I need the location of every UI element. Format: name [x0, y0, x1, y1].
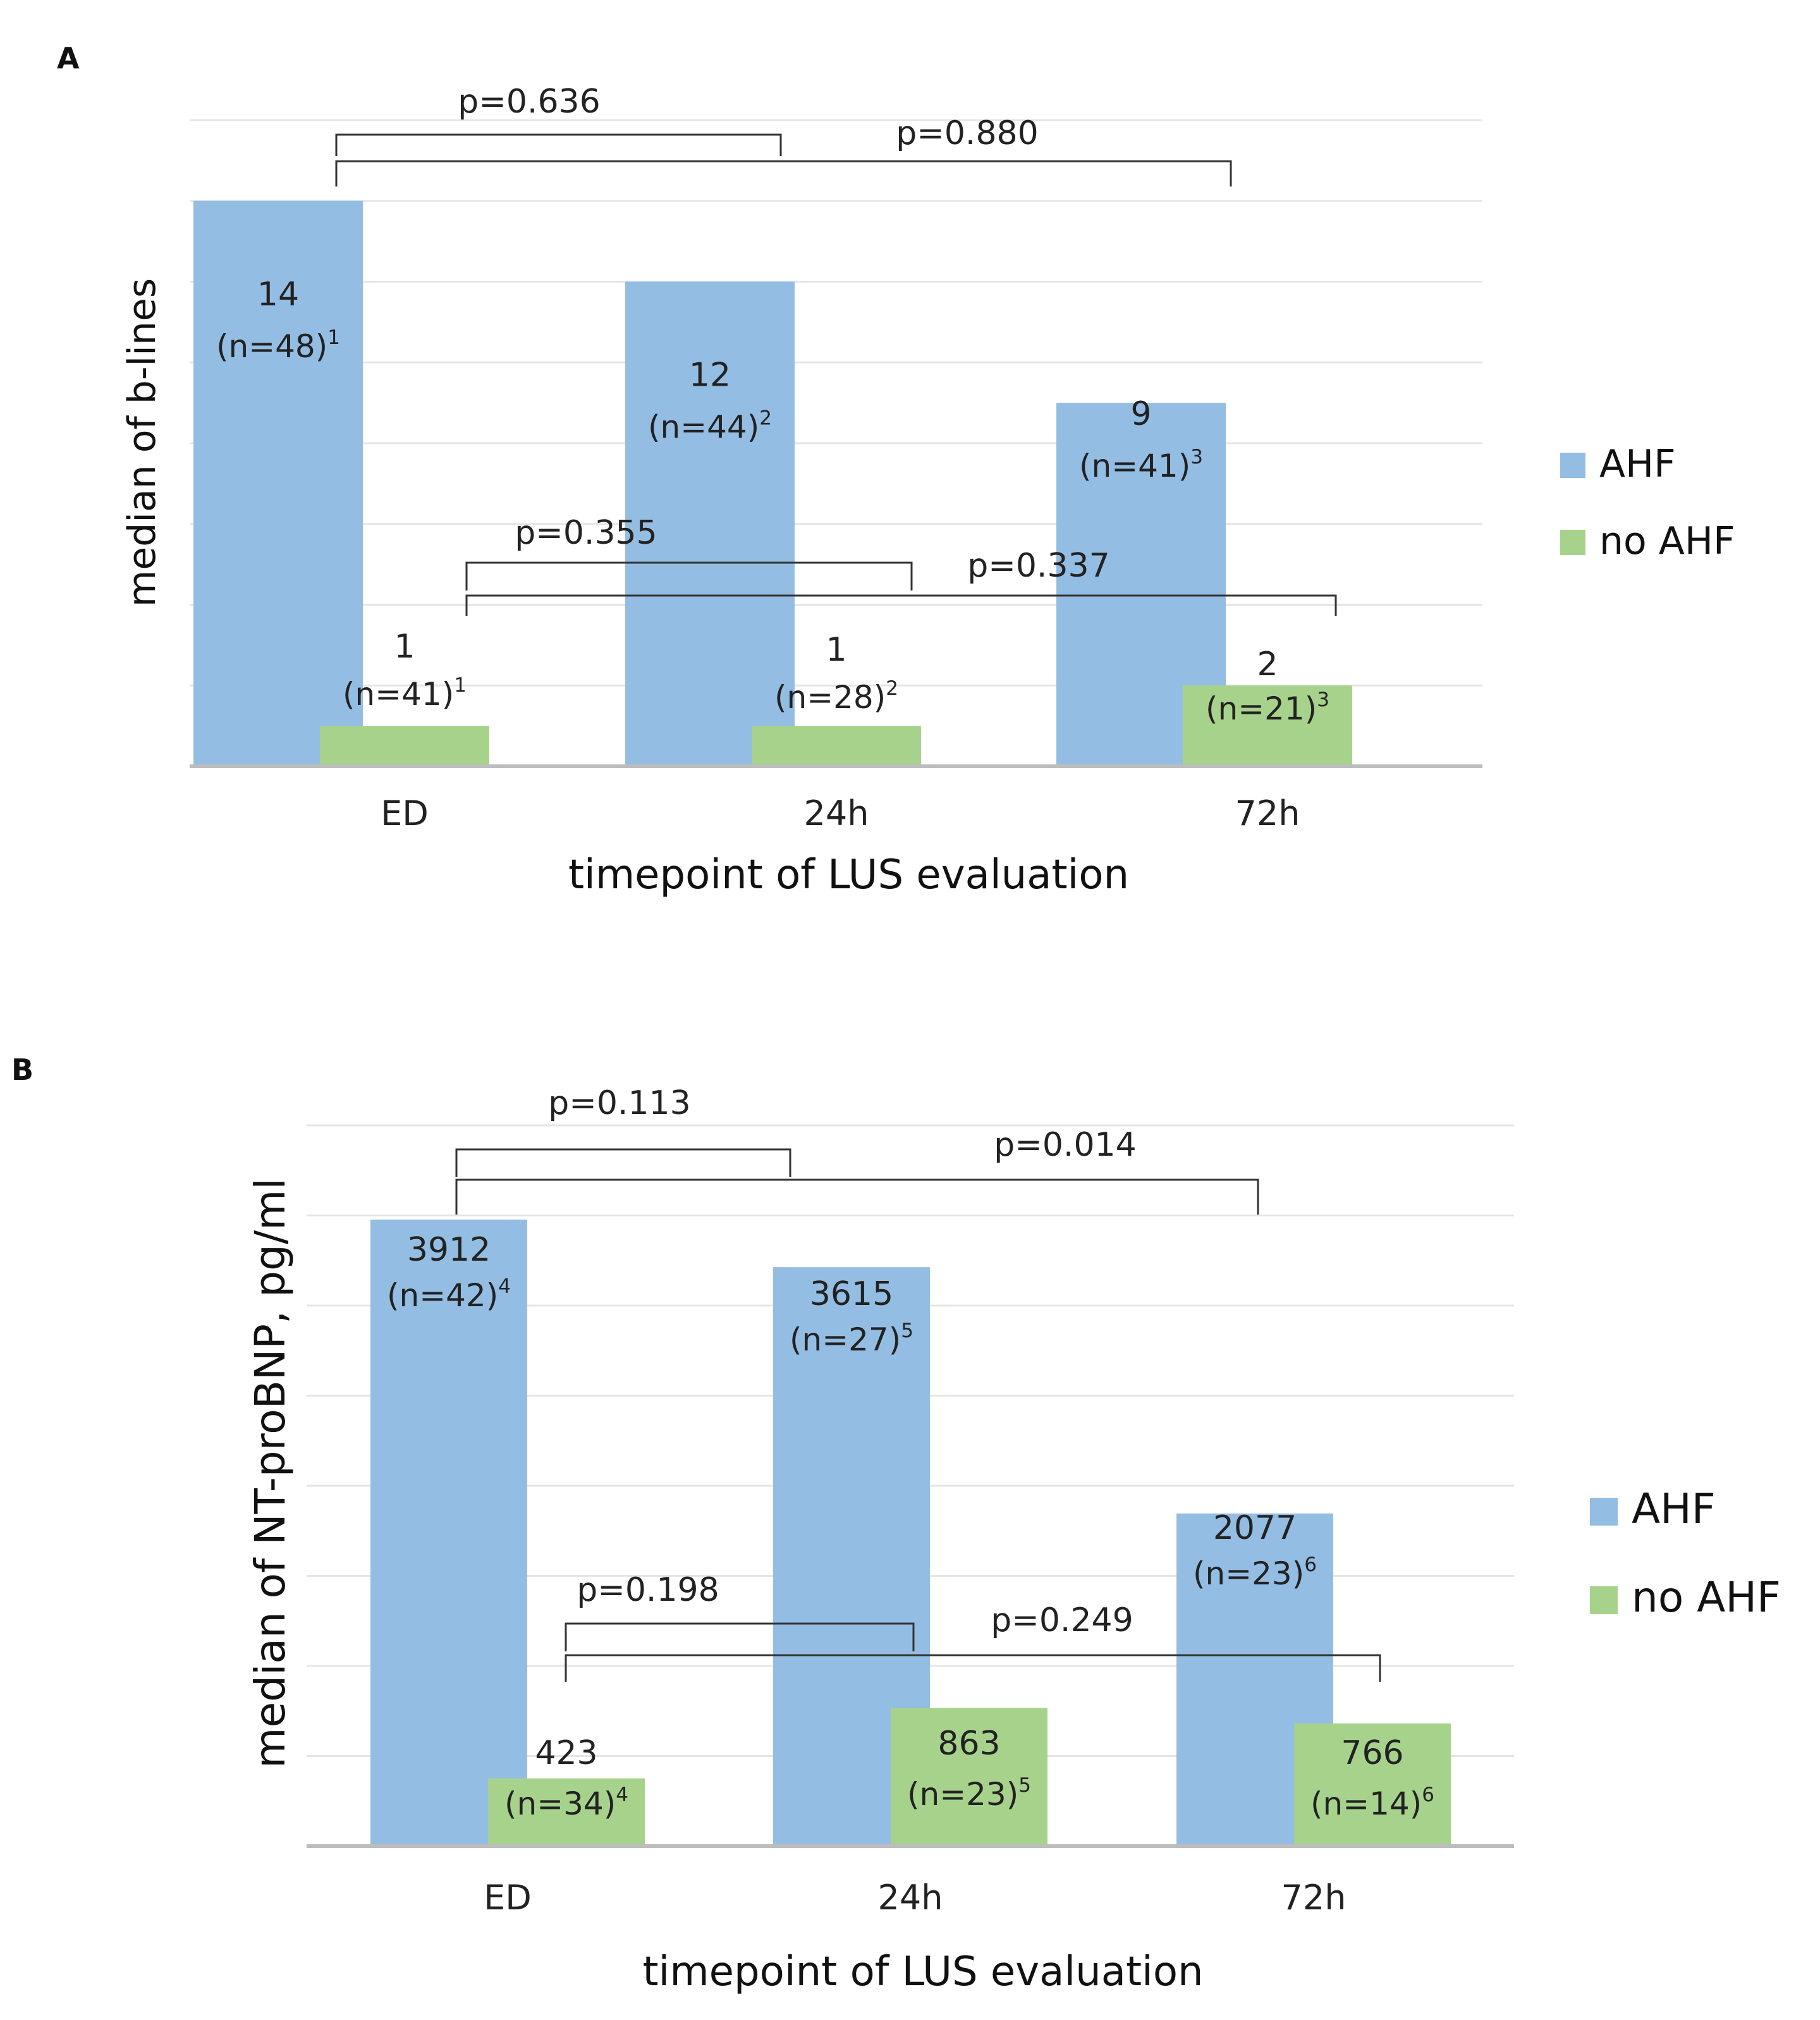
data-label-no-ahf-72h: 2: [1257, 646, 1278, 683]
n-label-no-ahf-ed-text: (n=41): [343, 676, 454, 713]
y-axis-title: median of NT-proBNP, pg/ml: [246, 1178, 295, 1768]
n-label-ahf-72h: (n=41)3: [1079, 446, 1203, 484]
n-label-ahf-72h-text: (n=23): [1193, 1555, 1304, 1592]
n-label-ahf-ed-text: (n=42): [387, 1277, 498, 1314]
panel-letter-b: B: [11, 1053, 34, 1087]
n-label-ahf-24h-text: (n=27): [790, 1321, 901, 1358]
data-label-ahf-ed: 14: [257, 276, 299, 314]
data-label-no-ahf-ed: 1: [394, 628, 415, 666]
legend-swatch-no-ahf: [1560, 530, 1585, 555]
bracket-4: [565, 1654, 1381, 1682]
n-label-no-ahf-24h-text: (n=23): [907, 1776, 1018, 1813]
bracket-3: [465, 561, 913, 591]
legend-label-ahf: AHF: [1632, 1484, 1716, 1533]
n-label-no-ahf-72h-sup: 6: [1422, 1784, 1434, 1806]
n-label-ahf-24h: (n=27)5: [790, 1319, 913, 1358]
n-label-no-ahf-72h: (n=14)6: [1310, 1784, 1434, 1822]
n-label-ahf-ed-sup: 1: [327, 326, 340, 349]
p-value-label-4: p=0.337: [967, 547, 1109, 585]
p-value-label-2: p=0.014: [994, 1126, 1136, 1164]
n-label-no-ahf-72h-text: (n=14): [1310, 1785, 1422, 1822]
bracket-4: [465, 594, 1337, 616]
data-label-no-ahf-24h: 1: [826, 631, 846, 669]
n-label-ahf-72h-text: (n=41): [1079, 448, 1190, 484]
bar-ahf-24h: [625, 281, 795, 766]
chart-panel-a: A14(n=48)11(n=41)1ED12(n=44)21(n=28)224h…: [57, 41, 1735, 898]
panel-letter-a: A: [57, 41, 80, 75]
bar-no-ahf-ed: [488, 1778, 645, 1846]
n-label-ahf-ed-text: (n=48): [216, 328, 327, 365]
legend: AHF no AHF: [1590, 1484, 1781, 1622]
legend-swatch-ahf: [1590, 1498, 1618, 1526]
bar-no-ahf-24h: [891, 1708, 1047, 1846]
x-axis-title: timepoint of LUS evaluation: [568, 852, 1129, 898]
n-label-ahf-ed: (n=48)1: [216, 326, 340, 365]
n-label-ahf-ed-sup: 4: [498, 1275, 511, 1298]
n-label-no-ahf-ed-text: (n=34): [504, 1785, 616, 1822]
n-label-no-ahf-24h: (n=28)2: [774, 677, 898, 716]
n-label-no-ahf-ed: (n=41)1: [343, 674, 467, 713]
x-tick-label-ed: ED: [484, 1878, 532, 1918]
n-label-ahf-24h-text: (n=44): [648, 409, 759, 446]
x-tick-label-72h: 72h: [1235, 793, 1300, 833]
n-label-ahf-72h-sup: 3: [1190, 446, 1203, 468]
n-label-ahf-24h: (n=44)2: [648, 407, 772, 446]
n-label-no-ahf-24h: (n=23)5: [907, 1774, 1031, 1813]
bar-no-ahf-72h: [1183, 685, 1352, 766]
n-label-ahf-24h-sup: 5: [901, 1319, 913, 1342]
legend-swatch-no-ahf: [1590, 1586, 1618, 1614]
data-label-ahf-24h: 3615: [810, 1275, 893, 1313]
legend-label-no-ahf: no AHF: [1632, 1573, 1781, 1622]
data-label-no-ahf-72h: 766: [1341, 1734, 1403, 1772]
data-label-ahf-24h: 12: [689, 357, 731, 395]
n-label-no-ahf-ed-sup: 1: [454, 674, 467, 697]
bar-no-ahf-ed: [320, 726, 489, 766]
bracket-1: [335, 133, 782, 156]
p-value-label-1: p=0.113: [548, 1084, 690, 1122]
bracket-1: [455, 1148, 791, 1177]
x-tick-label-24h: 24h: [804, 793, 869, 833]
legend-label-no-ahf: no AHF: [1599, 519, 1735, 563]
legend: AHF no AHF: [1560, 442, 1735, 563]
x-tick-label-72h: 72h: [1281, 1878, 1347, 1918]
n-label-ahf-72h: (n=23)6: [1193, 1553, 1317, 1592]
p-value-label-3: p=0.198: [577, 1571, 719, 1609]
n-label-no-ahf-72h-sup: 3: [1317, 689, 1329, 711]
n-label-no-ahf-ed-sup: 4: [616, 1784, 628, 1806]
data-label-ahf-ed: 3912: [407, 1231, 491, 1269]
bar-ahf-ed: [193, 200, 363, 766]
x-tick-label-24h: 24h: [878, 1878, 943, 1918]
bracket-2: [455, 1178, 1259, 1215]
bar-no-ahf-24h: [752, 726, 921, 766]
bracket-2: [335, 160, 1232, 187]
n-label-no-ahf-72h: (n=21)3: [1206, 689, 1329, 727]
n-label-no-ahf-24h-sup: 5: [1018, 1774, 1031, 1797]
n-label-ahf-ed: (n=42)4: [387, 1275, 511, 1314]
p-value-label-4: p=0.249: [991, 1601, 1133, 1639]
n-label-no-ahf-24h-sup: 2: [886, 677, 898, 700]
x-axis-title: timepoint of LUS evaluation: [642, 1949, 1203, 1995]
n-label-ahf-24h-sup: 2: [759, 407, 772, 430]
p-value-label-3: p=0.355: [515, 514, 657, 552]
bar-ahf-ed: [370, 1219, 527, 1846]
n-label-no-ahf-24h-text: (n=28): [774, 679, 886, 716]
legend-label-ahf: AHF: [1599, 442, 1676, 486]
n-label-no-ahf-72h-text: (n=21): [1206, 690, 1317, 727]
data-label-ahf-72h: 9: [1130, 395, 1151, 433]
data-label-no-ahf-24h: 863: [937, 1725, 1000, 1763]
data-label-ahf-72h: 2077: [1213, 1509, 1297, 1547]
p-value-label-2: p=0.880: [896, 114, 1038, 152]
data-label-no-ahf-ed: 423: [535, 1734, 597, 1772]
chart-panel-b: B3912(n=42)4423(n=34)4ED3615(n=27)5863(n…: [11, 1053, 1781, 1995]
bracket-3: [565, 1622, 915, 1651]
n-label-no-ahf-ed: (n=34)4: [504, 1784, 628, 1822]
y-axis-title: median of b-lines: [120, 278, 164, 607]
n-label-ahf-72h-sup: 6: [1304, 1553, 1317, 1576]
p-value-label-1: p=0.636: [458, 83, 600, 121]
legend-swatch-ahf: [1560, 453, 1585, 478]
bar-no-ahf-72h: [1294, 1723, 1451, 1846]
x-tick-label-ed: ED: [381, 793, 429, 833]
